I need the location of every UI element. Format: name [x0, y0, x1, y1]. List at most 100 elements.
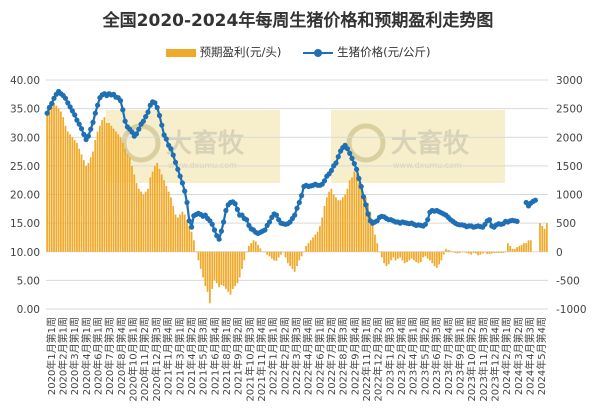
x-tick-label: 2022年8月第3周 — [337, 317, 350, 395]
profit-bar — [133, 174, 136, 252]
profit-bar — [236, 251, 239, 284]
right-tick-label: 1500 — [556, 161, 583, 173]
profit-bar — [474, 251, 477, 254]
price-point — [170, 152, 176, 158]
profit-bar — [105, 122, 108, 252]
price-point — [117, 98, 124, 104]
profit-bar — [518, 246, 521, 252]
profit-bar — [298, 251, 301, 261]
legend-item-price: 生猪价格(元/公斤) — [303, 44, 430, 60]
price-point — [175, 166, 181, 172]
price-point — [262, 227, 268, 233]
price-point — [422, 221, 428, 227]
profit-bar — [543, 228, 546, 252]
profit-bar — [154, 165, 156, 252]
profit-bar — [468, 251, 470, 254]
profit-bar — [433, 251, 436, 267]
profit-bar — [401, 251, 404, 261]
profit-bar — [461, 251, 463, 253]
profit-bar — [206, 251, 209, 292]
profit-bar — [115, 131, 117, 252]
profit-bar — [101, 120, 104, 252]
x-tick-label: 2020年4月第1周 — [80, 317, 93, 395]
profit-bar — [247, 246, 250, 252]
profit-bar — [309, 240, 312, 252]
x-tick-label: 2020年10月第1周 — [127, 317, 140, 402]
legend-bar-label: 预期盈利(元/头) — [199, 45, 282, 59]
profit-bar — [103, 117, 106, 252]
profit-bar — [80, 154, 83, 252]
price-point — [92, 110, 98, 116]
profit-bar — [89, 157, 92, 252]
x-tick-label: 2023年6月第3周 — [430, 317, 443, 395]
profit-bar — [151, 171, 154, 252]
x-tick-label: 2022年7月第2周 — [325, 317, 338, 395]
price-point — [321, 178, 328, 184]
price-point — [356, 175, 362, 182]
price-point — [156, 112, 163, 119]
profit-bar — [119, 137, 122, 252]
profit-bar — [410, 251, 413, 259]
profit-bar — [197, 251, 200, 261]
x-tick-label: 2021年3月第1周 — [173, 317, 186, 395]
profit-bar — [268, 251, 271, 257]
profit-bar — [426, 251, 429, 259]
legend-line-swatch — [303, 48, 334, 57]
price-point — [152, 100, 158, 106]
profit-bar — [121, 142, 124, 252]
price-point — [186, 218, 192, 224]
profit-bar — [231, 251, 234, 289]
price-point — [78, 126, 85, 132]
profit-bar — [174, 214, 177, 252]
profit-bar — [316, 231, 319, 252]
price-line — [44, 88, 539, 242]
profit-bar — [465, 251, 468, 253]
profit-bar — [147, 188, 149, 252]
profit-bar — [202, 251, 204, 278]
x-tick-label: 2021年10月第3周 — [243, 317, 256, 402]
profit-bar — [484, 251, 486, 253]
profit-bar — [215, 251, 218, 284]
profit-bar — [277, 251, 280, 258]
left-axis: 0.00 5.00 10.00 15.00 20.00 25.00 30.00 35.00 40… — [10, 75, 40, 316]
profit-bar — [452, 251, 454, 253]
profit-bar — [71, 137, 74, 252]
profit-bar — [419, 251, 422, 263]
profit-bar — [319, 225, 321, 252]
profit-bar — [76, 142, 78, 252]
price-point — [486, 217, 493, 223]
profit-bar — [73, 140, 76, 252]
profit-bar — [523, 243, 525, 252]
price-point — [221, 219, 227, 225]
price-point — [351, 161, 357, 167]
price-point — [72, 112, 78, 118]
profit-bar — [520, 244, 523, 252]
price-point — [133, 131, 140, 137]
price-point — [51, 95, 57, 101]
price-point — [333, 160, 339, 166]
right-tick-label: -500 — [556, 275, 580, 287]
price-point — [425, 217, 431, 223]
watermark-text: 大畜牧 — [166, 128, 245, 159]
price-point — [358, 183, 364, 190]
price-point — [184, 199, 190, 206]
right-tick-label: 500 — [556, 218, 576, 230]
legend: 预期盈利(元/头) 生猪价格(元/公斤) — [0, 44, 596, 60]
price-point — [163, 136, 169, 142]
profit-bar — [252, 240, 255, 252]
profit-bar — [502, 251, 505, 253]
x-tick-label: 2022年9月第4周 — [348, 317, 361, 395]
profit-bar — [135, 183, 138, 252]
price-point — [273, 212, 279, 218]
profit-bar — [470, 251, 473, 255]
x-tick-label: 2021年9月第2周 — [232, 317, 245, 395]
x-tick-label: 2022年3月第3周 — [290, 317, 303, 395]
profit-bar — [170, 197, 172, 252]
watermark-box — [106, 110, 280, 183]
price-point — [49, 100, 55, 107]
profit-bar — [351, 177, 353, 252]
profit-bar — [472, 251, 475, 253]
profit-bar — [156, 163, 159, 252]
profit-bar — [300, 251, 303, 257]
